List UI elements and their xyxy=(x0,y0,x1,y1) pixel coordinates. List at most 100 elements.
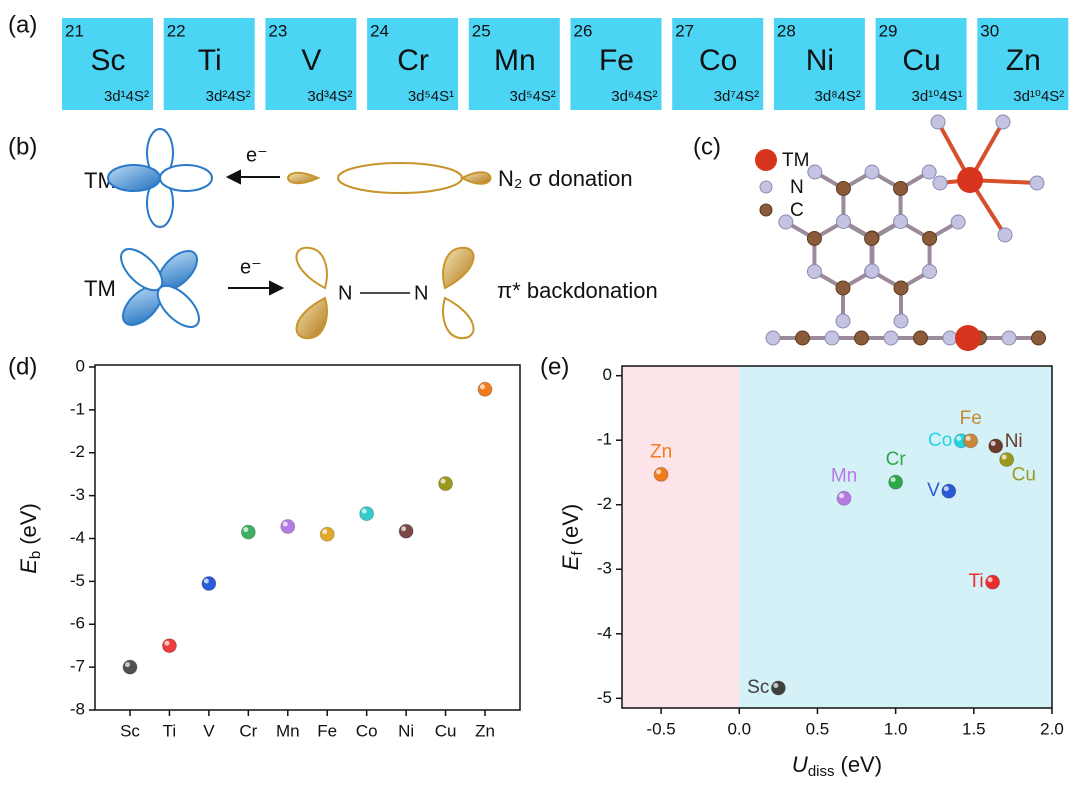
electron-config: 3d⁷4S² xyxy=(714,88,759,105)
atomic-number: 28 xyxy=(777,21,796,40)
element-box xyxy=(773,18,865,110)
data-point xyxy=(653,466,669,482)
atomic-number: 29 xyxy=(879,21,898,40)
nitrogen-atom xyxy=(893,214,909,229)
nitrogen-atom xyxy=(932,175,948,191)
highlight xyxy=(990,441,996,447)
highlight xyxy=(203,578,209,584)
element-symbol: V xyxy=(301,44,321,77)
axis-title-part: U xyxy=(792,752,808,777)
panel-label: (c) xyxy=(693,133,721,160)
nitrogen-atom xyxy=(921,164,937,180)
carbon-atom xyxy=(922,231,938,246)
highlight xyxy=(1001,454,1007,460)
highlight xyxy=(164,640,170,646)
carbon-atom xyxy=(864,231,880,246)
highlight xyxy=(401,526,407,532)
point-label: Co xyxy=(928,430,952,451)
highlight xyxy=(956,435,962,441)
x-tick-label: Zn xyxy=(475,721,495,740)
x-tick-label: Cu xyxy=(435,721,457,740)
data-point xyxy=(398,523,414,539)
element-symbol: Ni xyxy=(806,44,834,77)
nitrogen-atom xyxy=(1001,330,1017,346)
highlight xyxy=(361,508,367,514)
element-box xyxy=(62,18,153,110)
y-tick-label: -2 xyxy=(597,494,612,513)
element-box xyxy=(367,18,459,110)
electron-config: 3d²4S² xyxy=(206,88,251,105)
element-symbol: Fe xyxy=(599,44,634,77)
charts: (d) -8 -7 -6 -5 -4 -3 -2 -1 0 Sc Ti V Cr Mn Fe Co Ni Cu Zn E… xyxy=(8,353,1064,780)
data-point xyxy=(941,483,957,499)
point-label: Sc xyxy=(747,677,769,698)
data-point xyxy=(963,433,979,449)
atomic-number: 23 xyxy=(268,21,287,40)
element-box xyxy=(570,18,662,110)
data-point xyxy=(161,638,177,654)
x-tick-label: Ti xyxy=(163,721,177,740)
axis-title-part: f xyxy=(569,551,586,556)
x-tick-label: Cr xyxy=(239,721,257,740)
y-tick-label: 0 xyxy=(603,365,612,384)
element-box xyxy=(265,18,357,110)
plot-frame xyxy=(94,364,521,711)
point-label: Cu xyxy=(1012,465,1036,486)
y-tick-label: -7 xyxy=(70,657,85,676)
x-tick-label: Co xyxy=(356,721,378,740)
y-tick-label: -4 xyxy=(597,623,612,642)
nitrogen-atom xyxy=(1029,175,1045,191)
nitrogen-atom xyxy=(942,330,958,346)
nitrogen-atom xyxy=(765,330,781,346)
panel-label: (a) xyxy=(8,11,37,38)
tm-atom xyxy=(957,167,983,193)
x-tick-label: 1.5 xyxy=(962,719,986,738)
sigma-orbital xyxy=(287,162,492,194)
data-point xyxy=(122,659,138,675)
nitrogen-atom xyxy=(778,214,794,230)
x-tick-label: -0.5 xyxy=(646,719,675,738)
d-orbital xyxy=(107,128,213,228)
y-tick-label: -5 xyxy=(597,688,612,707)
data-point xyxy=(836,490,852,506)
nitrogen-atom xyxy=(835,214,851,229)
carbon-atom xyxy=(893,181,909,196)
atomic-number: 21 xyxy=(65,21,84,40)
point-label: Cr xyxy=(886,449,907,470)
tm-label: TM xyxy=(84,276,116,301)
nitrogen-atom xyxy=(824,330,840,346)
axis-title-part: E xyxy=(16,559,41,574)
y-tick-label: -6 xyxy=(70,614,85,633)
highlight xyxy=(480,384,485,390)
axis-title-part: E xyxy=(558,555,583,570)
electron-config: 3d⁸4S² xyxy=(815,88,861,105)
y-tick-label: -4 xyxy=(70,528,85,547)
axis-title: Ef (eV) xyxy=(558,504,586,570)
data-point xyxy=(988,438,1004,454)
atom-label: N xyxy=(338,282,352,304)
negative-region xyxy=(622,366,740,708)
highlight xyxy=(773,682,779,688)
data-point xyxy=(770,680,786,696)
point-label: Fe xyxy=(960,408,982,429)
atomic-number: 26 xyxy=(574,21,593,40)
y-tick-label: -5 xyxy=(70,571,85,590)
atomic-number: 24 xyxy=(370,21,389,40)
point-label: V xyxy=(927,480,940,501)
pi-orbital xyxy=(295,246,475,340)
axis-title-part: (eV) xyxy=(841,752,883,777)
nitrogen-atom xyxy=(807,164,823,180)
nitrogen-atom xyxy=(997,227,1013,243)
axis-title-part: (eV) xyxy=(558,504,583,546)
x-tick-label: 1.0 xyxy=(884,719,908,738)
nitrogen-atom xyxy=(922,264,938,279)
carbon-atom xyxy=(835,181,851,196)
element-symbol: Sc xyxy=(90,44,125,77)
d-orbital xyxy=(120,248,200,328)
data-point xyxy=(477,381,493,397)
electron-config: 3d¹⁰4S¹ xyxy=(912,88,963,105)
x-tick-label: Ni xyxy=(398,721,414,740)
data-point xyxy=(280,518,296,534)
structure xyxy=(765,114,1046,351)
panel-label: (d) xyxy=(8,353,37,380)
